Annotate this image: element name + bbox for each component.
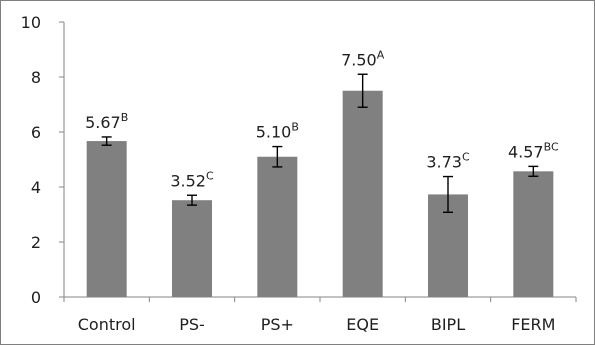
bars <box>86 90 554 297</box>
error-bars <box>101 73 539 214</box>
y-tick-label: 8 <box>31 68 41 87</box>
data-label-value: 5.10 <box>256 123 292 142</box>
y-tick-label: 2 <box>31 233 41 252</box>
data-label-superscript: B <box>121 111 129 124</box>
bar-ps- <box>172 200 212 297</box>
bar-ps- <box>257 156 298 297</box>
category-label: FERM <box>511 315 555 334</box>
category-label: BIPL <box>431 315 465 334</box>
data-label: 4.57BC <box>508 140 559 161</box>
data-label: 3.73C <box>426 151 470 172</box>
data-label-value: 7.50 <box>341 50 377 69</box>
data-label-superscript: C <box>462 151 470 164</box>
category-label: PS+ <box>261 315 294 334</box>
data-label-superscript: C <box>206 169 214 182</box>
data-label-superscript: BC <box>544 140 559 153</box>
data-label: 5.10B <box>256 121 299 142</box>
y-tick-label: 4 <box>31 178 41 197</box>
bar-control <box>86 141 127 297</box>
bar-ferm <box>513 171 554 297</box>
y-tick-label: 6 <box>31 123 41 142</box>
data-label-superscript: B <box>291 121 299 134</box>
y-tick-label: 0 <box>31 288 41 307</box>
bar-eqe <box>342 90 383 297</box>
data-label-superscript: A <box>377 48 385 61</box>
data-label-value: 3.73 <box>426 153 462 172</box>
data-label-value: 5.67 <box>85 113 121 132</box>
category-label: EQE <box>346 315 379 334</box>
data-label-value: 4.57 <box>508 142 544 161</box>
category-label: Control <box>78 315 136 334</box>
category-label: PS- <box>179 315 205 334</box>
data-label: 7.50A <box>341 48 385 69</box>
data-label: 3.52C <box>170 169 214 190</box>
data-label: 5.67B <box>85 111 128 132</box>
data-label-value: 3.52 <box>170 171 206 190</box>
axes: 0 2 4 6 8 10 <box>21 13 577 307</box>
data-labels: Control5.67BPS-3.52CPS+5.10BEQE7.50ABIPL… <box>78 48 559 334</box>
y-tick-label: 10 <box>21 13 41 32</box>
